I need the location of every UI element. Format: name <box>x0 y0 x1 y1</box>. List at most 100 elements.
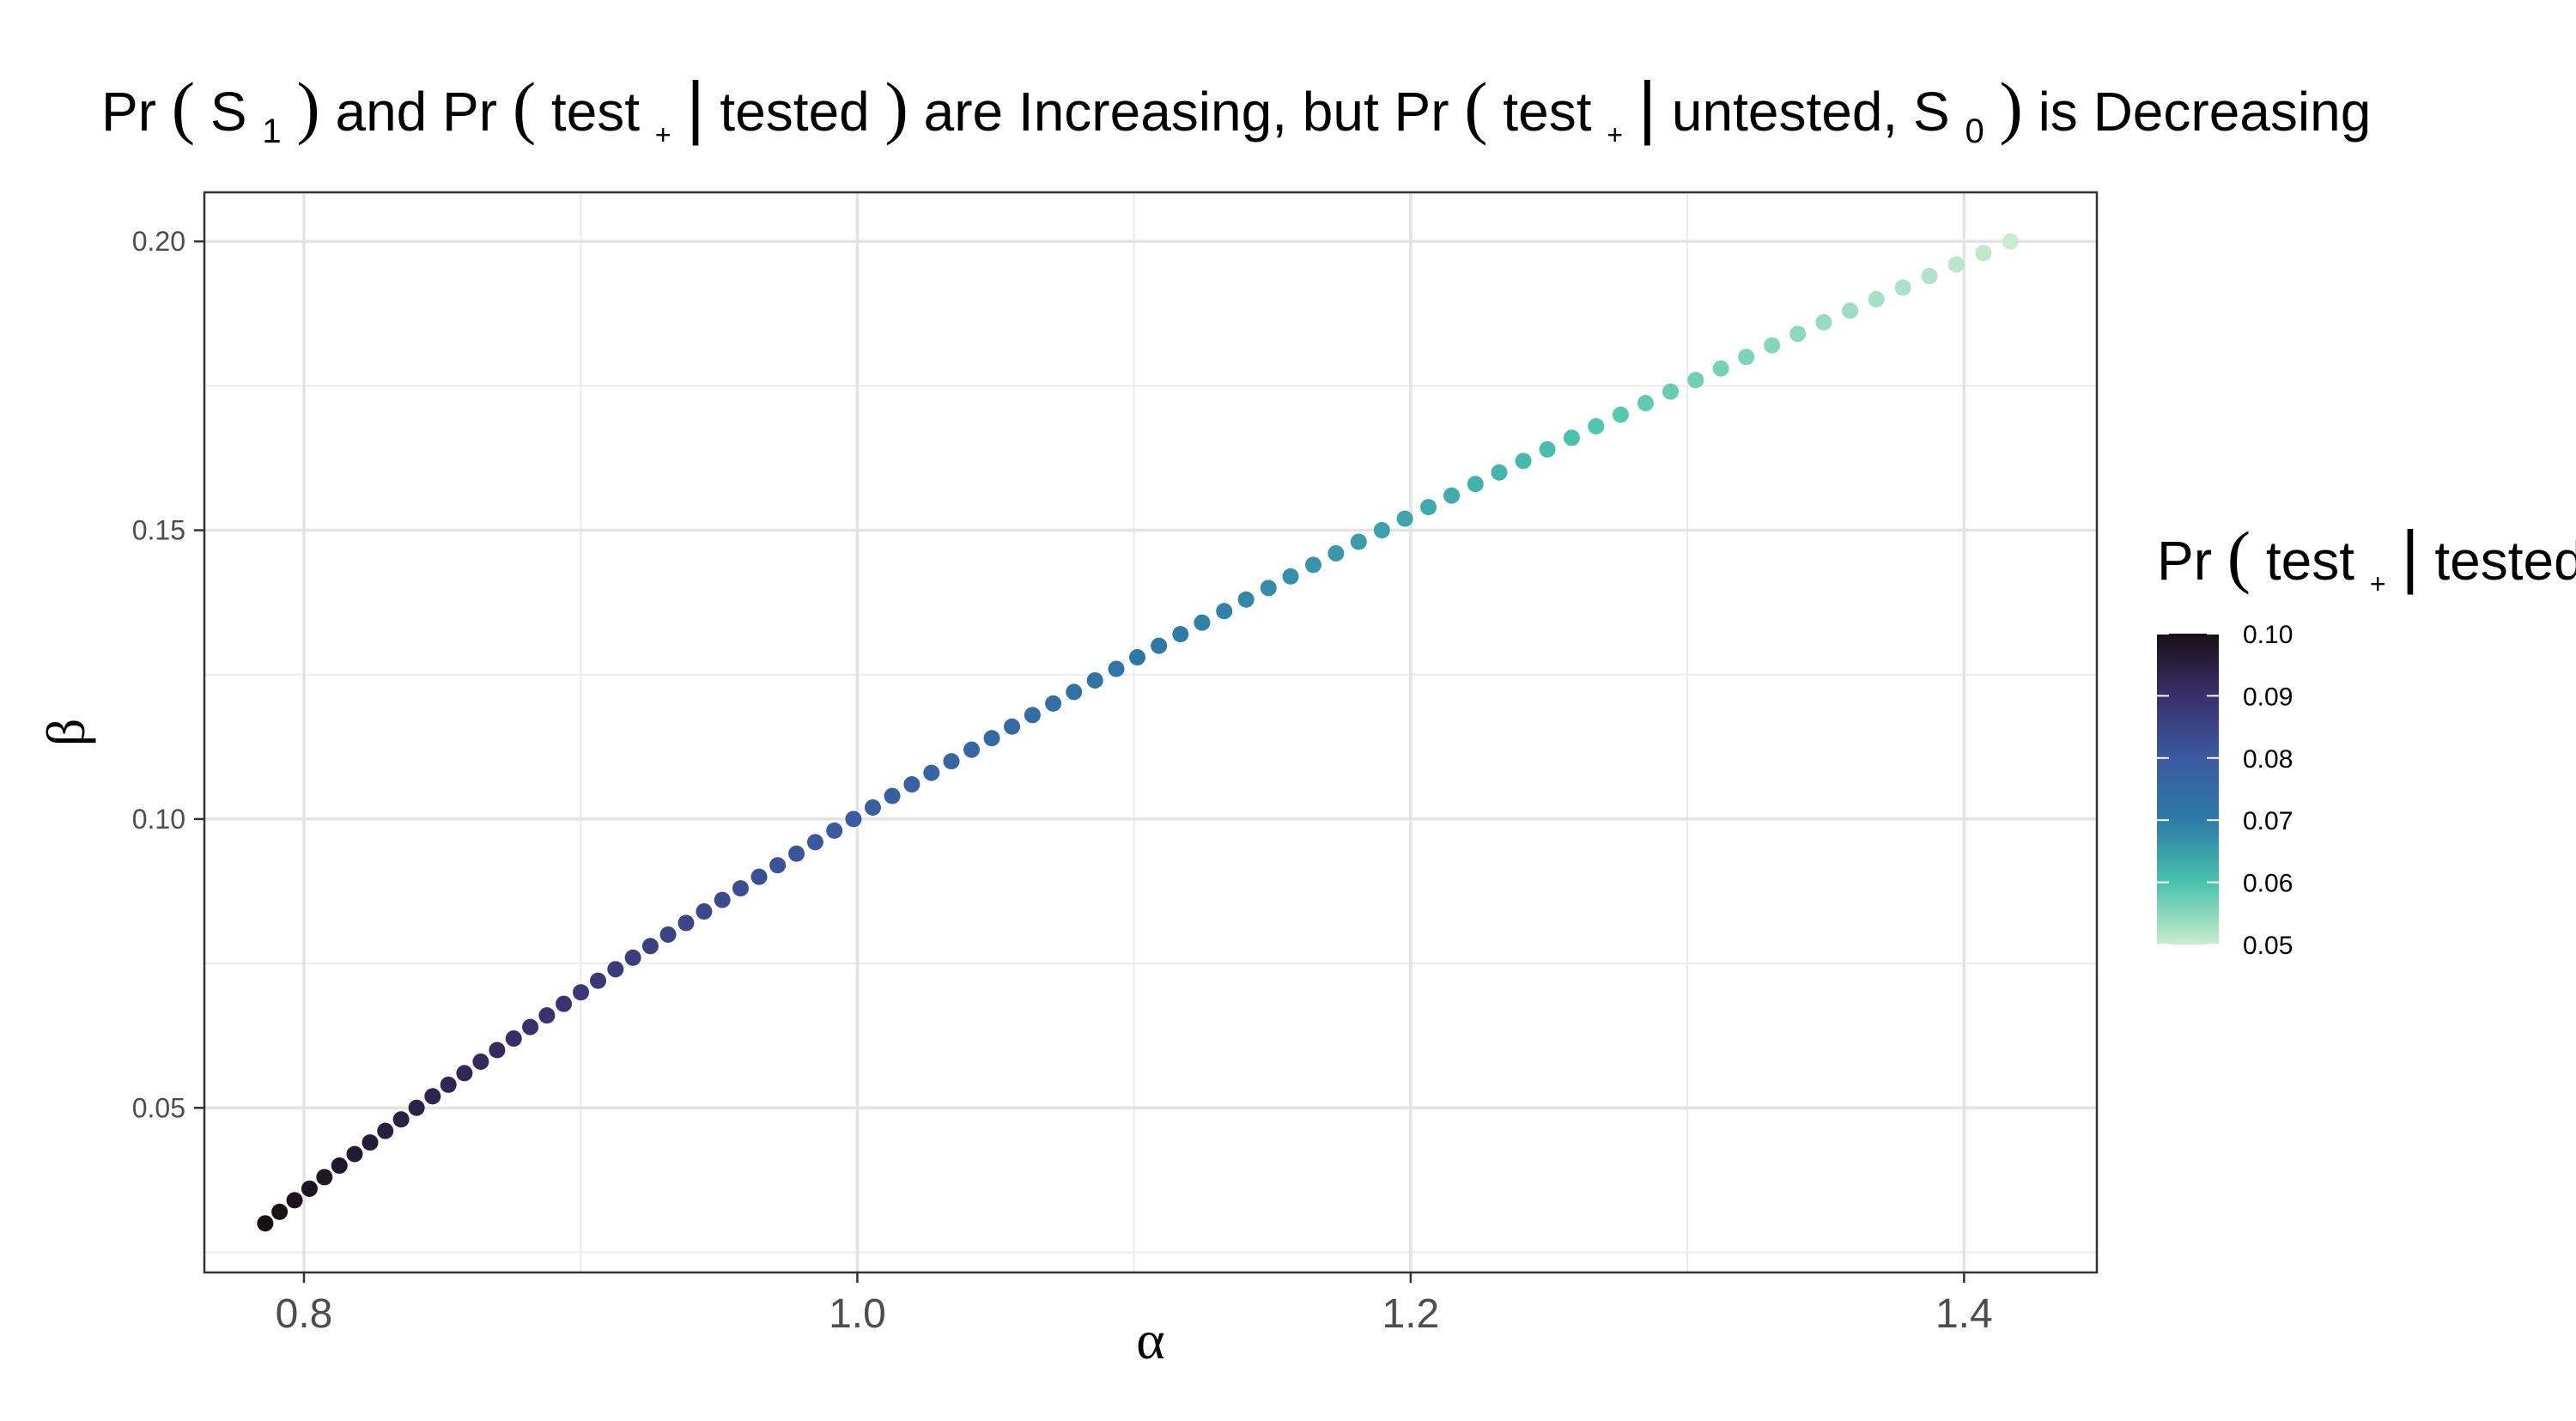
scatter-point <box>408 1099 425 1116</box>
x-axis-label: α <box>1136 1309 1165 1370</box>
plot-panel-border <box>203 191 2099 1274</box>
scatter-point <box>714 891 731 908</box>
title-and: and <box>335 81 442 143</box>
scatter-point <box>1637 395 1654 412</box>
y-axis: 0.05 0.10 0.15 0.20 <box>132 226 204 1123</box>
scatter-point <box>556 995 573 1012</box>
title-plus-1: + <box>655 119 671 150</box>
chart-title: Pr ( S 1 ) and Pr ( test + | tested ) ar… <box>101 68 2371 156</box>
title-bar-1: | <box>686 68 704 146</box>
scatter-point <box>1129 649 1146 666</box>
scatter-point <box>1151 637 1168 654</box>
scatter-point <box>1396 510 1413 527</box>
title-pr-1: Pr <box>101 81 156 143</box>
scatter-point <box>1815 313 1832 331</box>
scatter-point <box>1789 325 1807 343</box>
scatter-point <box>590 972 607 989</box>
scatter-point <box>826 822 843 839</box>
title-s0-base: S <box>1913 81 1950 143</box>
plot-panel-background <box>204 192 2097 1272</box>
scatter-point <box>392 1111 410 1128</box>
title-s1-base: S <box>210 81 247 143</box>
title-pr-2: Pr <box>442 81 497 143</box>
legend: Pr ( test + | tested ) 0.100.090.080.070… <box>2157 517 2576 960</box>
scatter-point <box>607 961 624 978</box>
scatter-point <box>1443 487 1461 504</box>
x-axis: 0.8 1.0 1.2 1.4 <box>276 1272 1993 1337</box>
scatter-point <box>943 753 960 770</box>
scatter-point <box>923 764 940 781</box>
scatter-point <box>1868 290 1885 307</box>
scatter-point <box>1024 707 1041 724</box>
scatter-point <box>286 1192 303 1209</box>
scatter-point <box>331 1157 348 1175</box>
scatter-point <box>1327 544 1345 562</box>
title-close-paren-1: ) <box>296 68 319 146</box>
title-s0-sub: 0 <box>1965 112 1984 150</box>
scatter-point <box>1563 429 1580 446</box>
scatter-point <box>1304 556 1321 574</box>
scatter-point <box>1687 372 1704 389</box>
scatter-point <box>983 730 1000 747</box>
scatter-point <box>257 1215 274 1232</box>
legend-tick-label: 0.08 <box>2243 745 2293 774</box>
legend-title-tested: tested <box>2434 530 2576 592</box>
scatter-point <box>1539 440 1556 458</box>
title-decreasing: is Decreasing <box>2038 81 2372 143</box>
x-tick-label: 1.2 <box>1382 1291 1440 1337</box>
title-plus-2: + <box>1607 119 1623 150</box>
scatter-point <box>1612 406 1629 423</box>
scatter-point <box>1491 464 1508 481</box>
scatter-point <box>1712 360 1729 377</box>
scatter-point <box>624 949 641 966</box>
scatter-point <box>1894 279 1911 296</box>
title-tested-1: tested <box>720 81 869 143</box>
scatter-point <box>1588 417 1605 434</box>
scatter-point <box>1194 614 1211 631</box>
scatter-point <box>472 1053 489 1070</box>
y-tick-label: 0.05 <box>132 1092 185 1123</box>
scatter-point <box>316 1169 333 1186</box>
scatter-point <box>641 938 659 955</box>
legend-tick-label: 0.10 <box>2243 621 2293 649</box>
legend-title: Pr ( test + | tested ) <box>2157 517 2576 605</box>
scatter-point <box>1921 268 1938 285</box>
title-open-paren-3: ( <box>1464 68 1487 146</box>
scatter-point <box>1738 349 1755 366</box>
scatter-point <box>377 1122 394 1139</box>
x-tick-label: 0.8 <box>276 1291 333 1337</box>
title-s1-sub: 1 <box>262 112 281 150</box>
scatter-point <box>963 741 981 758</box>
scatter-point <box>696 903 713 920</box>
scatter-point <box>424 1088 441 1105</box>
x-tick-label: 1.0 <box>829 1291 886 1337</box>
scatter-point <box>301 1180 318 1197</box>
scatter-point <box>659 926 677 943</box>
scatter-point <box>2002 233 2019 250</box>
scatter-point <box>845 811 862 828</box>
scatter-point <box>1350 533 1367 550</box>
scatter-point <box>440 1076 457 1093</box>
scatter-point <box>1216 603 1233 620</box>
scatter-point <box>1662 383 1679 400</box>
title-increasing: are Increasing, but <box>924 81 1394 143</box>
legend-title-pr: Pr <box>2157 530 2212 592</box>
y-tick-label: 0.10 <box>132 804 185 835</box>
title-pr-3: Pr <box>1394 81 1449 143</box>
scatter-point <box>1373 522 1390 539</box>
scatter-point <box>456 1065 473 1082</box>
scatter-point <box>1108 660 1125 677</box>
y-axis-label: β <box>35 719 96 747</box>
scatter-point <box>1515 452 1532 470</box>
scatter-point <box>864 799 881 816</box>
scatter-point <box>573 984 590 1001</box>
title-untested: untested, <box>1672 81 1913 143</box>
scatter-point <box>538 1007 556 1024</box>
scatter-point <box>1045 695 1062 712</box>
title-open-paren-2: ( <box>513 68 536 146</box>
y-tick-label: 0.15 <box>132 515 185 546</box>
scatter-point <box>1975 245 1992 262</box>
x-tick-label: 1.4 <box>1935 1291 1993 1337</box>
title-bar-2: | <box>1638 68 1656 146</box>
